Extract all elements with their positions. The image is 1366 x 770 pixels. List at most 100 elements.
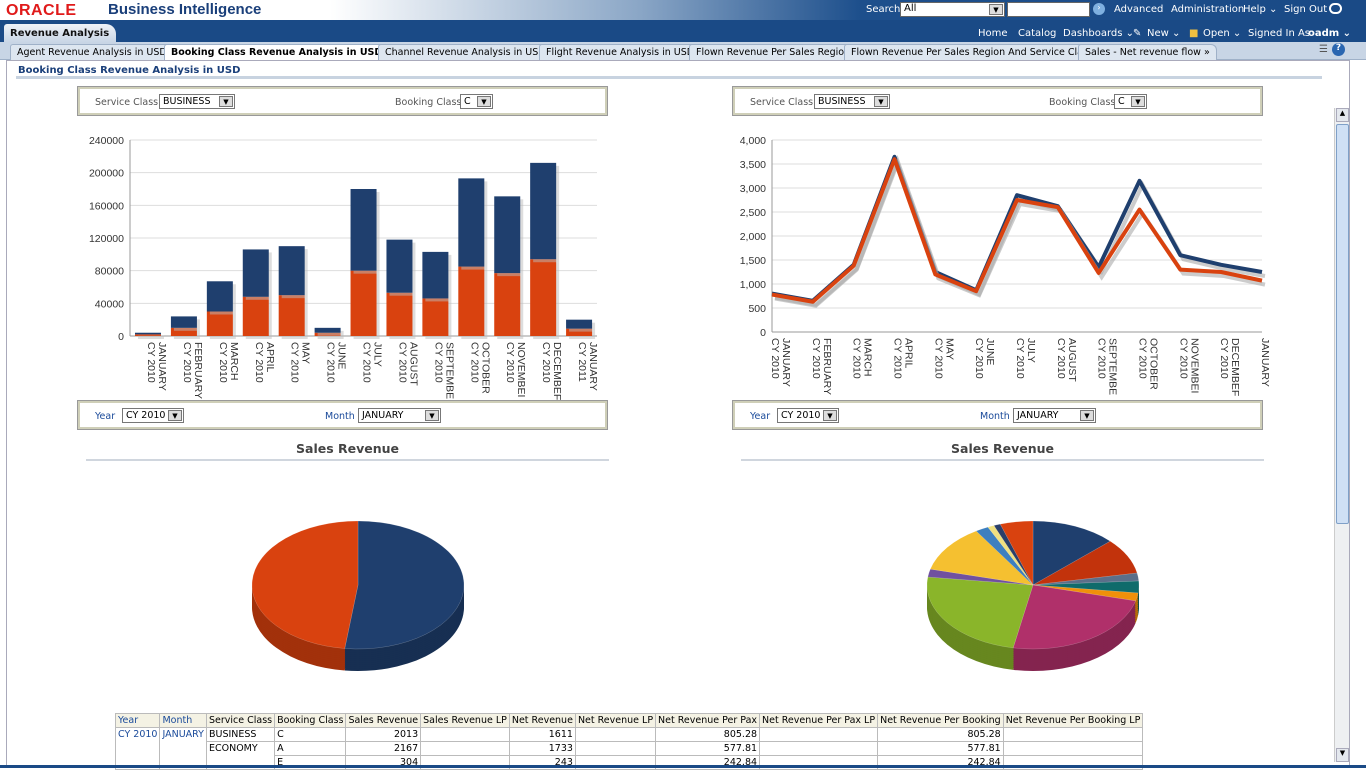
booking-class-value: C [464,96,471,107]
month-select[interactable]: JANUARY ▼ [358,408,441,423]
x-tick-year: CY 2011 [576,342,588,382]
catalog-link[interactable]: Catalog [1018,28,1057,39]
x-tick-label: CY 2010JANUARY [769,338,792,387]
pie-slice [1032,584,1139,602]
tab-sales-net-revenue-flow[interactable]: Sales - Net revenue flow » [1078,44,1217,60]
service-class-select[interactable]: BUSINESS ▼ [814,94,890,109]
bar-shadow [138,335,164,338]
bar-net-revenue [530,259,557,336]
service-class-select[interactable]: BUSINESS ▼ [159,94,235,109]
net-revenue-lp-cell [574,741,657,756]
pie-slice [975,526,1034,586]
dashboards-menu[interactable]: Dashboards ⌄ [1063,28,1135,39]
search-input[interactable] [1007,2,1090,17]
bar-shadow [317,330,344,336]
scrollbar-thumb[interactable] [1336,124,1349,524]
year-select[interactable]: CY 2010 ▼ [122,408,184,423]
x-tick-month: JULY [372,342,384,367]
pie-slice [993,523,1034,586]
pie-slice [1032,580,1140,594]
page-options-icon[interactable]: ☰ [1319,44,1328,55]
dashboard-tab-revenue-analysis[interactable]: Revenue Analysis [4,24,116,42]
scroll-down-icon[interactable]: ▼ [1336,748,1349,762]
x-tick-label: CY 2010APRIL [892,338,915,379]
x-tick-label: CY 2010SEPTEMBE [432,342,455,399]
tab-flown-revenue-region[interactable]: Flown Revenue Per Sales Region [689,44,858,60]
bar-net-revenue [386,292,413,336]
bar-sales-revenue [135,332,161,335]
booking-class-cell: C [274,727,347,742]
x-tick-year: CY 2010 [361,342,373,383]
column-header: Net Revenue Per Booking [877,713,1004,728]
year-select[interactable]: CY 2010 ▼ [777,408,839,423]
tab-booking-class-revenue[interactable]: Booking Class Revenue Analysis in USD [164,44,390,61]
month-select[interactable]: JANUARY ▼ [1013,408,1096,423]
title-divider [16,76,1322,79]
service-class-value: BUSINESS [163,96,211,107]
y-tick-label: 2,000 [740,231,766,243]
new-menu[interactable]: New ⌄ [1147,28,1181,39]
tab-agent-revenue[interactable]: Agent Revenue Analysis in USD [10,44,174,60]
tab-channel-revenue[interactable]: Channel Revenue Analysis in USD [378,44,553,60]
booking-class-select[interactable]: C ▼ [460,94,493,109]
tab-flown-revenue-region-service[interactable]: Flown Revenue Per Sales Region And Servi… [844,44,1100,60]
x-tick-year: CY 2010 [217,342,229,383]
scroll-up-icon[interactable]: ▲ [1336,108,1349,122]
year-cell[interactable]: CY 2010 [114,727,161,770]
user-menu[interactable]: oadm ⌄ [1308,28,1352,39]
home-link[interactable]: Home [978,28,1008,39]
bar-chart: 0 40000 80000 120000 160000 200000 240000 CY 20… [89,135,599,400]
pie-slice [987,525,1034,586]
x-tick-label: CY 2010NOVEMBEI [504,342,527,397]
pie-slice [929,530,1034,586]
bar-sales-revenue [566,319,593,329]
search-go-icon[interactable]: › [1093,3,1105,15]
booking-class-select[interactable]: C ▼ [1114,94,1147,109]
x-tick-label: CY 2010JANUARY [145,342,168,391]
bar-net-revenue [422,298,449,336]
x-tick-label: CY 2010DECEMBEF [1218,338,1241,396]
x-tick-year: CY 2010 [810,338,822,379]
column-header: Booking Class [274,713,347,728]
left-prompt-bar: Service Class BUSINESS ▼ Booking Class C ▼ [77,86,608,116]
advanced-link[interactable]: Advanced [1114,4,1164,15]
line-shadow [774,154,1266,307]
net-revenue-per-booking-lp-cell [1002,741,1144,756]
y-tick-label: 0 [118,331,124,343]
administration-link[interactable]: Administration [1171,4,1245,15]
service-class-cell: BUSINESS [205,727,276,742]
chevron-down-icon: ▼ [219,96,233,107]
x-tick-year: CY 2010 [769,338,781,379]
table-row: ECONOMY A 2167 1733 577.81 577.81 [116,741,1144,770]
x-tick-month: JANUARY [156,342,168,391]
pie-slice [251,520,359,649]
month-cell[interactable]: JANUARY [159,727,207,770]
search-label: Search [866,4,901,15]
vertical-scrollbar[interactable]: ▲ ▼ [1334,108,1349,762]
column-header[interactable]: Month [159,713,207,728]
x-tick-month: JULY [1025,338,1037,363]
x-tick-label: CY 2010FEBRUARY [810,338,833,395]
x-tick-month: DECEMBEF [1229,338,1241,396]
y-tick-label: 160000 [89,200,124,212]
net-revenue-per-pax-cell: 805.28 [655,727,761,742]
pie-slice [1032,572,1140,586]
column-header[interactable]: Year [114,713,161,728]
open-menu[interactable]: Open ⌄ [1203,28,1242,39]
page-title: Booking Class Revenue Analysis in USD [18,65,241,76]
search-scope-select[interactable]: All ▼ [900,2,1005,17]
bar-sales-revenue [530,162,557,260]
right-year-month-prompt: Year CY 2010 ▼ Month JANUARY ▼ [732,400,1263,430]
service-class-label: Service Class [750,97,814,108]
help-menu[interactable]: Help ⌄ [1243,4,1278,15]
year-label: Year [95,411,116,422]
bar-sales-revenue [386,239,413,293]
x-tick-label: CY 2010JUNE [325,342,348,383]
tab-flight-revenue[interactable]: Flight Revenue Analysis in USD [539,44,702,60]
x-tick-label: CY 2011JANUARY [576,342,599,391]
sign-out-link[interactable]: Sign Out [1284,4,1328,15]
y-tick-label: 0 [760,327,766,339]
folder-icon: ■ [1189,28,1199,39]
x-tick-month: DECEMBEF [551,342,563,400]
help-icon[interactable]: ? [1332,43,1345,56]
